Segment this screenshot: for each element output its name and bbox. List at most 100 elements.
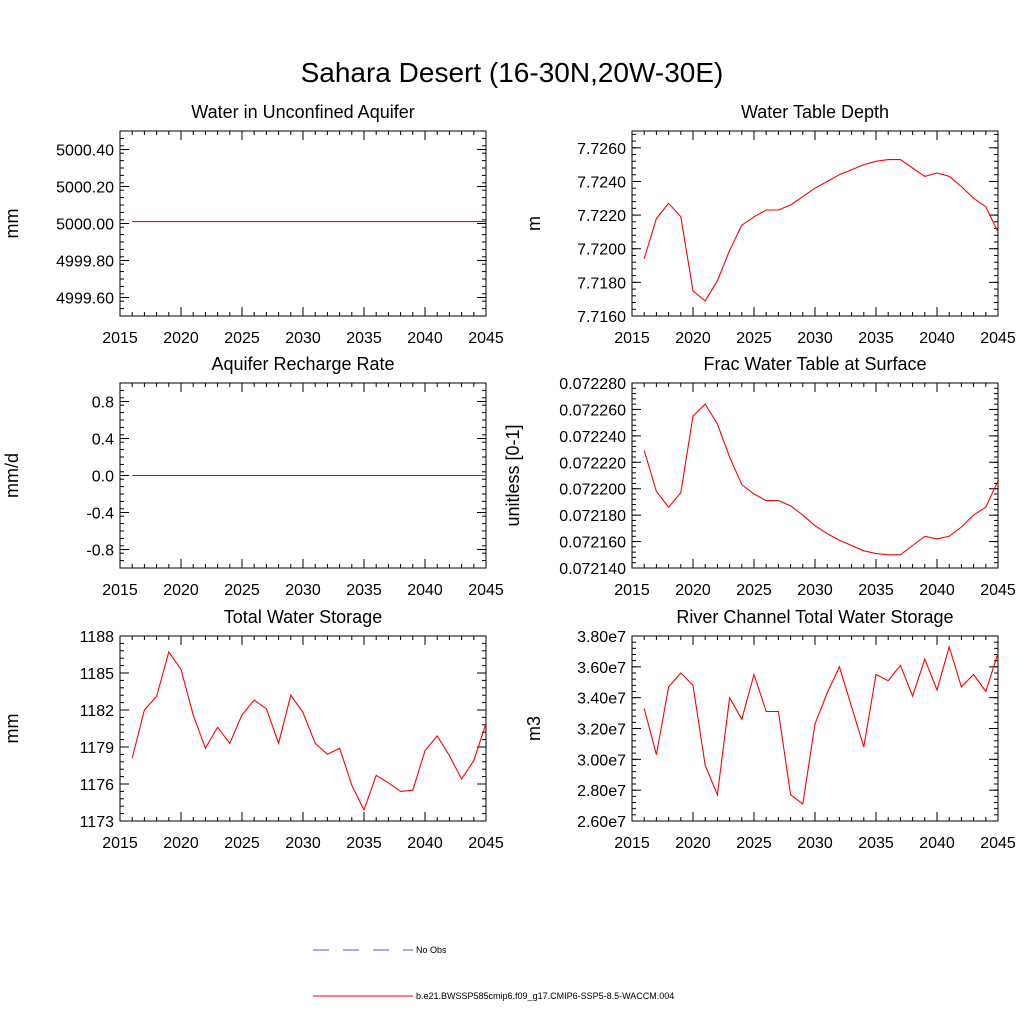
- panel-river-channel-total-water-storage: River Channel Total Water Storage 2015 202…: [524, 607, 1016, 852]
- x-tick-label: 2030: [285, 330, 321, 347]
- y-tick-label: 0.072280: [559, 376, 626, 393]
- x-tick-label: 2045: [980, 330, 1016, 347]
- panel-title: Aquifer Recharge Rate: [211, 354, 394, 374]
- y-tick-label: 1182: [80, 703, 115, 720]
- x-tick-label: 2020: [163, 330, 199, 347]
- series-line: [643, 159, 999, 302]
- panel-frac-water-table-at-surface: Frac Water Table at Surface 2015 2020 2025 2…: [503, 354, 1016, 599]
- x-tick-label: 2020: [675, 582, 711, 599]
- x-tick-label: 2015: [614, 582, 650, 599]
- panels: Water in Unconfined Aquifer 2015 2020 2025 2…: [2, 102, 1016, 852]
- y-tick-label: 0.0: [92, 469, 114, 486]
- y-tick-label: 1173: [80, 814, 115, 831]
- y-tick-label: 1176: [80, 777, 115, 794]
- y-tick-label: 1185: [80, 666, 115, 683]
- y-tick-label: 3.60e7: [577, 660, 626, 677]
- x-tick-label: 2015: [102, 330, 138, 347]
- legend-label: b.e21.BWSSP585cmip6.f09_g17.CMIP6-SSP5-8…: [416, 991, 674, 1001]
- y-tick-label: 3.80e7: [577, 629, 626, 646]
- y-tick-label: 0.072140: [559, 561, 626, 578]
- series-line: [643, 644, 999, 805]
- panel-title: River Channel Total Water Storage: [676, 607, 953, 627]
- legend-label: No Obs: [416, 945, 447, 955]
- y-axis-label: mm/d: [2, 453, 22, 498]
- y-tick-label: 5000.00: [56, 217, 114, 234]
- plot-frame: [119, 130, 487, 317]
- y-tick-label: 0.072260: [559, 402, 626, 419]
- y-tick-label: 7.7160: [577, 309, 626, 326]
- y-tick-label: 2.60e7: [577, 814, 626, 831]
- y-tick-label: 7.7180: [577, 275, 626, 292]
- y-tick-label: 0.072200: [559, 482, 626, 499]
- panel-title: Water in Unconfined Aquifer: [191, 102, 414, 122]
- y-tick-label: 0.072160: [559, 535, 626, 552]
- x-tick-label: 2020: [675, 330, 711, 347]
- y-tick-label: 1188: [80, 629, 115, 646]
- panel-title: Total Water Storage: [224, 607, 382, 627]
- x-tick-label: 2025: [736, 582, 772, 599]
- panel-aquifer-recharge-rate: Aquifer Recharge Rate 2015 2020 2025 2030 203…: [2, 354, 504, 599]
- x-tick-label: 2020: [163, 835, 199, 852]
- x-tick-label: 2025: [224, 330, 260, 347]
- y-tick-label: 0.8: [92, 395, 114, 412]
- y-axis-label: m3: [524, 716, 544, 741]
- x-tick-label: 2015: [614, 835, 650, 852]
- x-tick-label: 2035: [346, 835, 382, 852]
- plot-frame: [631, 382, 999, 569]
- x-tick-label: 2030: [797, 835, 833, 852]
- x-tick-label: 2035: [858, 582, 894, 599]
- x-tick-label: 2025: [736, 835, 772, 852]
- legend: No Obs b.e21.BWSSP585cmip6.f09_g17.CMIP6-…: [313, 945, 674, 1001]
- series-line: [643, 403, 999, 556]
- x-tick-label: 2045: [468, 835, 504, 852]
- legend-item: b.e21.BWSSP585cmip6.f09_g17.CMIP6-SSP5-8…: [313, 991, 674, 1001]
- x-tick-label: 2030: [285, 582, 321, 599]
- y-tick-label: 0.4: [92, 432, 114, 449]
- panel-title: Water Table Depth: [741, 102, 889, 122]
- y-tick-label: 1179: [80, 740, 115, 757]
- x-tick-label: 2025: [736, 330, 772, 347]
- panel-water-in-unconfined-aquifer: Water in Unconfined Aquifer 2015 2020 2025 2…: [2, 102, 504, 347]
- y-axis-label: m: [524, 216, 544, 231]
- legend-item: No Obs: [313, 945, 447, 955]
- x-tick-label: 2045: [468, 330, 504, 347]
- x-tick-label: 2040: [407, 582, 443, 599]
- plot-frame: [631, 635, 999, 822]
- x-tick-label: 2020: [675, 835, 711, 852]
- x-tick-label: 2045: [980, 835, 1016, 852]
- x-tick-label: 2035: [346, 582, 382, 599]
- x-tick-label: 2030: [797, 582, 833, 599]
- panel-title: Frac Water Table at Surface: [703, 354, 926, 374]
- y-tick-label: 5000.40: [56, 143, 114, 160]
- figure-title: Sahara Desert (16-30N,20W-30E): [301, 57, 724, 88]
- panel-total-water-storage: Total Water Storage 2015 2020 2025 2030 2035 2…: [2, 607, 504, 852]
- x-tick-label: 2040: [919, 330, 955, 347]
- x-tick-label: 2025: [224, 582, 260, 599]
- y-axis-label: mm: [2, 714, 22, 744]
- y-axis-label: unitless [0-1]: [503, 424, 523, 526]
- plot-frame: [631, 130, 999, 317]
- x-tick-label: 2045: [468, 582, 504, 599]
- y-tick-label: 5000.20: [56, 180, 114, 197]
- y-tick-label: 0.072220: [559, 455, 626, 472]
- y-tick-label: -0.8: [86, 543, 114, 560]
- series-line: [131, 650, 487, 812]
- x-tick-label: 2035: [858, 330, 894, 347]
- x-tick-label: 2020: [163, 582, 199, 599]
- x-tick-label: 2045: [980, 582, 1016, 599]
- y-tick-label: 0.072240: [559, 429, 626, 446]
- panel-water-table-depth: Water Table Depth 2015 2020 2025 2030 2035 204…: [524, 102, 1016, 347]
- x-tick-label: 2015: [102, 582, 138, 599]
- y-tick-label: 3.40e7: [577, 691, 626, 708]
- y-tick-label: 4999.80: [56, 254, 114, 271]
- x-tick-label: 2025: [224, 835, 260, 852]
- y-axis-label: mm: [2, 209, 22, 239]
- y-tick-label: -0.4: [86, 506, 114, 523]
- x-tick-label: 2015: [614, 330, 650, 347]
- plot-frame: [119, 635, 487, 822]
- y-tick-label: 7.7240: [577, 174, 626, 191]
- y-tick-label: 7.7220: [577, 208, 626, 225]
- x-tick-label: 2035: [346, 330, 382, 347]
- x-tick-label: 2030: [797, 330, 833, 347]
